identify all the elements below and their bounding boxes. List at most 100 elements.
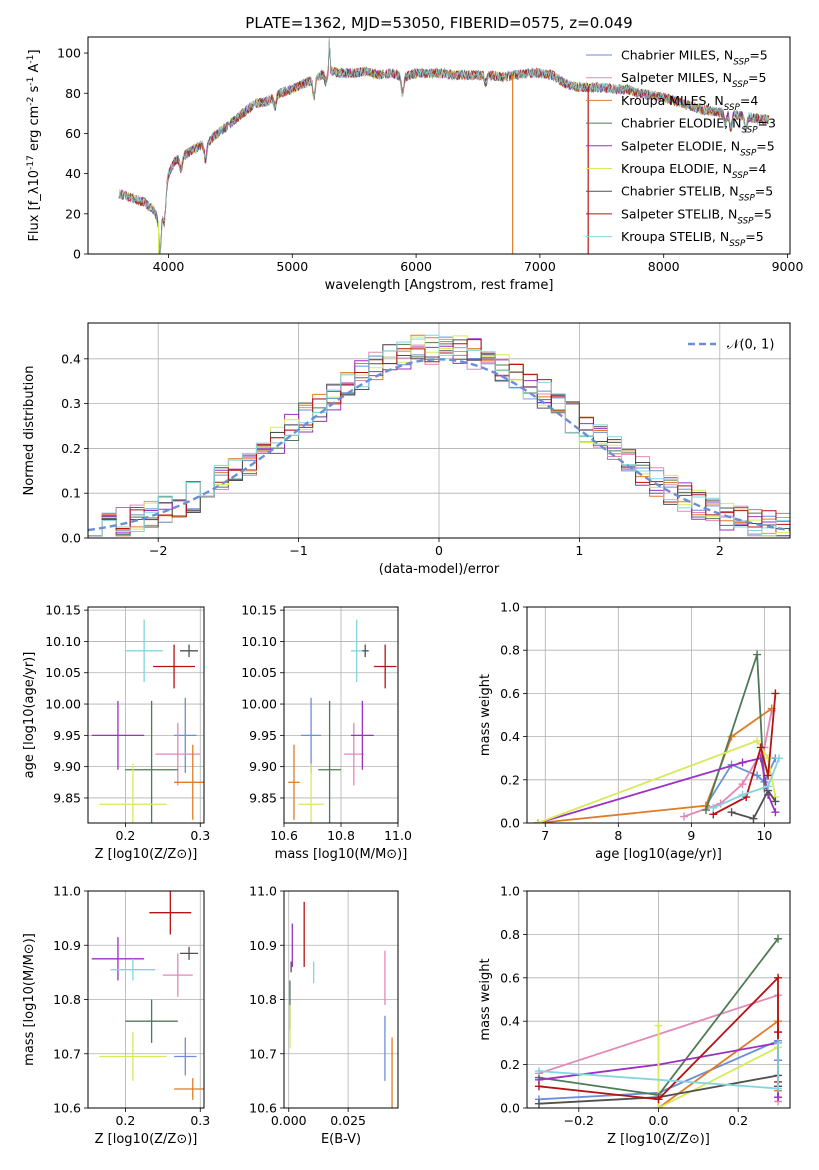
legend-label-sub: SSP — [737, 216, 754, 226]
y-tick-label: 11.0 — [249, 884, 277, 899]
axes-frame — [87, 890, 205, 1109]
x-tick-label: 10.8 — [327, 828, 355, 843]
legend-label-text: Chabrier ELODIE, N — [621, 116, 741, 131]
plot-area — [88, 323, 790, 538]
x-axis-label: (data-model)/error — [379, 562, 500, 577]
legend-label-sub: SSP — [729, 239, 746, 249]
mass-weight-point — [764, 771, 773, 780]
mass-weight-point — [749, 814, 758, 823]
y-tick-label: 10.7 — [249, 1046, 277, 1061]
x-tick-label: 9000 — [772, 259, 804, 274]
y-tick-label: 9.85 — [249, 790, 277, 805]
figure-title: PLATE=1362, MJD=53050, FIBERID=0575, z=0… — [245, 14, 632, 32]
plot-area — [284, 891, 398, 1108]
histogram-step-series — [88, 334, 790, 538]
legend-label: Salpeter MILES, NSSP=5 — [621, 70, 766, 90]
y-tick-label: 0.3 — [61, 396, 81, 411]
y-tick-label: 10.15 — [241, 603, 277, 618]
panels: 4000 5000 6000 7000 8000 9000020406080100wave… — [22, 36, 804, 1148]
mass-weight-point — [756, 743, 765, 752]
spectrum-series-line — [118, 39, 770, 252]
label-fragment: A — [27, 64, 42, 77]
mass-weight-point — [771, 808, 780, 817]
x-tick-label: 0.2 — [115, 828, 135, 843]
legend-label-text: =5 — [749, 48, 767, 63]
y-tick-label: 0.6 — [500, 686, 520, 701]
y-tick-label: 9.90 — [53, 759, 81, 774]
legend-label-text: =5 — [755, 184, 773, 199]
mass-weight-series-line — [537, 707, 773, 823]
label-fragment: -1 — [26, 55, 36, 64]
mass-weight-point — [753, 771, 762, 780]
y-tick-label: 10.7 — [53, 1046, 81, 1061]
normal-reference-curve — [88, 358, 790, 532]
legend-label-sub: SSP — [739, 194, 756, 204]
label-fragment: -1 — [26, 77, 36, 86]
x-axis-label: E(B-V) — [321, 1132, 361, 1147]
legend-label: Salpeter STELIB, NSSP=5 — [621, 206, 772, 226]
x-tick-label: 0.3 — [190, 828, 210, 843]
y-tick-label: 9.95 — [249, 728, 277, 743]
legend-label-text: =5 — [745, 229, 763, 244]
label-fragment: s — [27, 85, 42, 96]
mass-weight-point — [774, 973, 783, 982]
label-fragment: ] — [27, 49, 42, 54]
legend-label-text: =5 — [753, 206, 771, 221]
legend-label-text: =5 — [748, 70, 766, 85]
y-tick-label: 10.00 — [241, 697, 277, 712]
axes-frame — [87, 36, 791, 255]
legend-label-text: Kroupa MILES, N — [621, 93, 724, 108]
x-axis-label: Z [log10(Z/Z⊙)] — [95, 1132, 198, 1147]
y-tick-label: 1.0 — [500, 600, 520, 615]
y-tick-label: 9.85 — [53, 790, 81, 805]
y-axis-label: mass weight — [478, 674, 493, 756]
y-tick-label: 10.10 — [45, 634, 81, 649]
y-tick-label: 0.8 — [500, 927, 520, 942]
plot-area — [88, 891, 204, 1108]
legend-label: Kroupa STELIB, NSSP=5 — [621, 229, 764, 249]
y-tick-label: 10.6 — [249, 1101, 277, 1116]
legend-label: 𝒩(0, 1) — [727, 338, 774, 353]
legend-label: Salpeter ELODIE, NSSP=5 — [621, 138, 775, 158]
mass-weight-point — [738, 780, 747, 789]
plot-area — [88, 607, 204, 823]
panel-mass-vs-EBV: 0.000 0.025 10.6 10.7 10.8 10.9 11.0 E(B-V) — [249, 884, 399, 1147]
axes-frame — [283, 606, 399, 824]
y-tick-label: 20 — [65, 206, 81, 221]
x-tick-label: 1 — [575, 543, 583, 558]
mass-weight-point — [738, 758, 747, 767]
panel-mass-vs-Z: 0.2 0.3 10.6 10.7 10.8 10.9 11.0 Z [log10(Z/Z⊙)… — [22, 884, 210, 1148]
legend-label-text: Salpeter STELIB, N — [621, 206, 737, 221]
mass-weight-point — [775, 754, 784, 763]
legend-label-sub: SSP — [740, 148, 757, 158]
axes-frame — [526, 606, 791, 824]
label-fragment: Flux [f_λ10 — [27, 170, 42, 242]
legend-label: Kroupa MILES, NSSP=4 — [621, 93, 758, 113]
mass-weight-point — [709, 803, 718, 812]
y-tick-label: 11.0 — [53, 884, 81, 899]
mass-weight-point — [764, 754, 773, 763]
panel-residual-histogram: −2 −1 0 1 2 0.0 0.1 0.2 0.3 0.4 (data-model)/error… — [22, 322, 791, 577]
mass-weight-point — [753, 736, 762, 745]
y-tick-label: 0.0 — [500, 816, 520, 831]
mass-weight-point — [738, 790, 747, 799]
y-tick-label: 0.4 — [61, 351, 81, 366]
y-tick-label: 10.8 — [249, 992, 277, 1007]
y-tick-label: 0.2 — [61, 441, 81, 456]
y-tick-label: 0.4 — [500, 729, 520, 744]
y-tick-label: 0.2 — [500, 1057, 520, 1072]
plot-area — [527, 607, 790, 823]
mass-weight-series-line — [731, 788, 777, 820]
x-tick-label: 0.2 — [115, 1113, 135, 1128]
mass-weight-point — [774, 1028, 783, 1037]
x-tick-label: 2 — [716, 543, 724, 558]
axes-frame — [87, 606, 205, 824]
y-tick-label: 100 — [57, 46, 81, 61]
legend-label: Chabrier STELIB, NSSP=5 — [621, 184, 773, 204]
legend-label-text: =5 — [756, 138, 774, 153]
y-tick-label: 0.0 — [61, 531, 81, 546]
x-tick-label: 9 — [687, 828, 695, 843]
mass-weight-point — [774, 1093, 783, 1102]
